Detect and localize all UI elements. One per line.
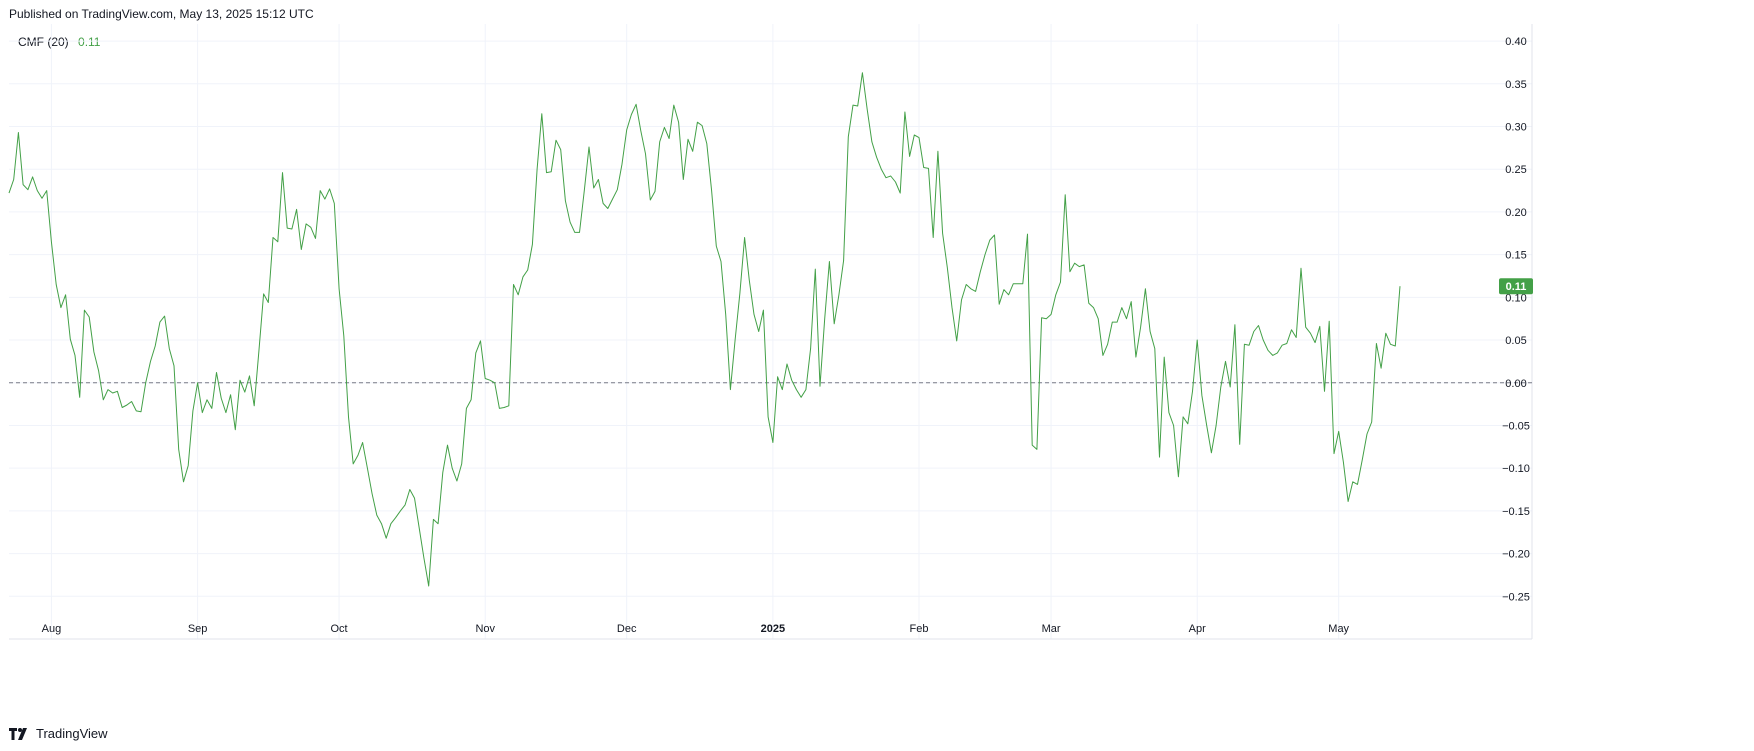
- y-tick-label: −0.05: [1502, 420, 1530, 432]
- y-tick-label: −0.15: [1502, 506, 1530, 518]
- x-tick-label: Aug: [42, 623, 62, 635]
- indicator-value: 0.11: [78, 35, 101, 49]
- tradingview-footer[interactable]: TradingView: [9, 726, 108, 741]
- last-value-badge-label: 0.11: [1506, 281, 1527, 293]
- x-tick-label: Oct: [330, 623, 347, 635]
- y-tick-label: 0.25: [1505, 164, 1526, 176]
- cmf-series-line: [8, 72, 1401, 587]
- tradingview-logo-icon: [9, 727, 31, 740]
- y-tick-label: 0.20: [1505, 207, 1526, 219]
- y-tick-label: 0.10: [1505, 292, 1526, 304]
- grid: [9, 24, 1532, 639]
- y-tick-label: 0.30: [1505, 122, 1526, 134]
- x-tick-label: Sep: [188, 623, 208, 635]
- y-tick-label: −0.25: [1502, 591, 1530, 603]
- x-tick-label: 2025: [761, 623, 785, 635]
- x-tick-label: Feb: [910, 623, 929, 635]
- x-tick-label: Mar: [1042, 623, 1061, 635]
- x-tick-label: Apr: [1189, 623, 1206, 635]
- y-tick-label: 0.05: [1505, 335, 1526, 347]
- tradingview-brand: TradingView: [36, 726, 108, 741]
- y-tick-label: 0.40: [1505, 36, 1526, 48]
- last-value-badge-bg: [1499, 278, 1533, 295]
- x-tick-label: Dec: [617, 623, 637, 635]
- y-tick-label: 0.15: [1505, 250, 1526, 262]
- y-tick-label: 0.00: [1505, 378, 1526, 390]
- x-tick-label: Nov: [475, 623, 495, 635]
- y-tick-label: −0.10: [1502, 463, 1530, 475]
- indicator-name[interactable]: CMF (20): [18, 35, 69, 49]
- y-tick-label: −0.20: [1502, 549, 1530, 561]
- x-tick-label: May: [1328, 623, 1349, 635]
- last-value-badge: 0.11: [1499, 278, 1533, 295]
- published-header: Published on TradingView.com, May 13, 20…: [9, 7, 314, 21]
- y-tick-label: 0.35: [1505, 79, 1526, 91]
- y-axis[interactable]: −0.25−0.20−0.15−0.10−0.050.000.050.100.1…: [1502, 36, 1530, 603]
- x-axis[interactable]: Aug Sep Oct Nov Dec 2025 Feb Mar Apr May: [42, 623, 1350, 635]
- indicator-legend[interactable]: CMF (20) 0.11: [18, 35, 100, 49]
